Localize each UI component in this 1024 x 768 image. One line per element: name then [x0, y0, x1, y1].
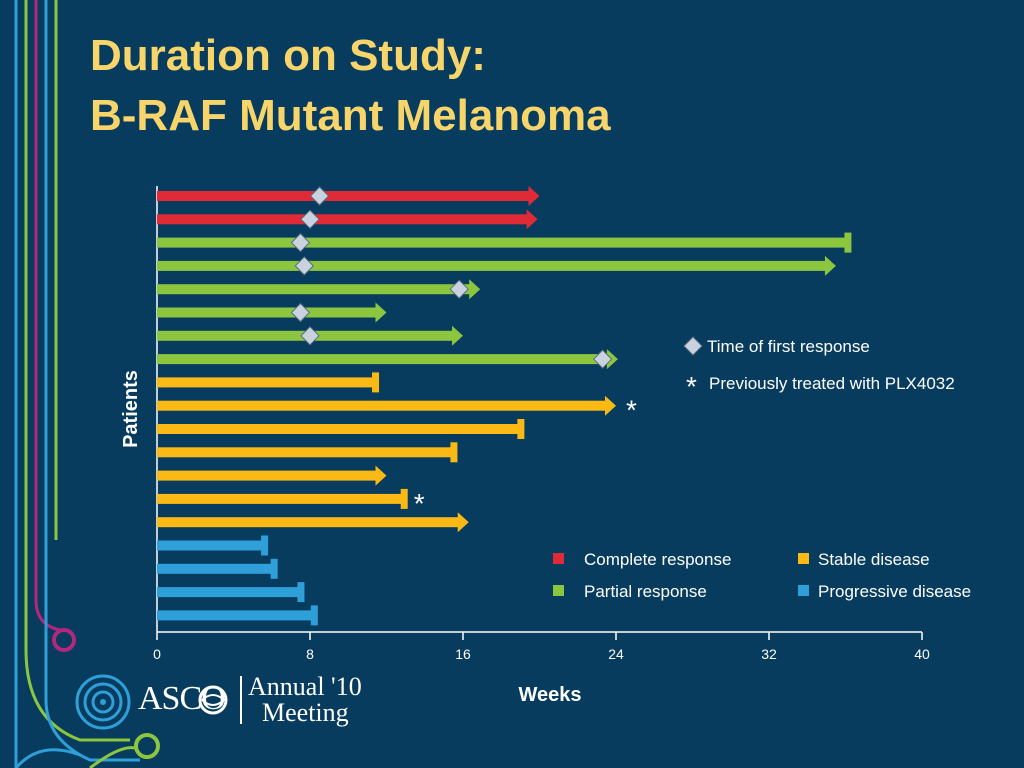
patient-bar [157, 424, 521, 434]
annual-meeting-line1: Annual '10 [248, 672, 362, 701]
first-response-marker [290, 232, 311, 253]
patient-bar [157, 214, 528, 225]
patient-bar [157, 191, 530, 201]
annual-meeting-line2: Meeting [262, 698, 349, 727]
patient-bar [157, 284, 471, 295]
x-tick-label: 8 [306, 646, 314, 662]
patient-bar [157, 377, 376, 388]
patient-bar [157, 260, 826, 271]
prior-plx-asterisk: * [414, 488, 425, 519]
asco-globe-icon [198, 685, 228, 715]
first-response-marker [449, 279, 469, 299]
ongoing-arrow [528, 186, 540, 206]
bar-end-cap [844, 232, 852, 253]
patient-bar [157, 400, 606, 411]
prior-plx-key-asterisk: * [686, 371, 697, 402]
first-response-marker [294, 256, 314, 276]
x-tick-label: 24 [608, 646, 624, 662]
ongoing-arrow [606, 349, 618, 370]
logo-separator [240, 676, 242, 724]
x-tick-label: 0 [153, 646, 161, 662]
first-response-marker [309, 186, 330, 206]
ongoing-arrow [469, 279, 481, 300]
bar-end-cap [450, 442, 458, 463]
legend-swatch [553, 585, 564, 596]
patient-bar [157, 470, 377, 481]
legend-label: Progressive disease [818, 582, 971, 601]
patient-bar [157, 307, 377, 318]
bar-end-cap [400, 488, 408, 509]
ongoing-arrow [457, 512, 469, 533]
legend-swatch [553, 553, 564, 564]
bar-end-cap [310, 605, 318, 626]
x-tick-label: 16 [455, 646, 471, 662]
bar-end-cap [372, 372, 380, 393]
x-axis-label: Weeks [518, 684, 581, 706]
slide-title-line1: Duration on Study: [90, 31, 486, 80]
patient-bar [157, 493, 404, 504]
patient-bar [157, 354, 608, 365]
asco-logo-text: ASCO [138, 680, 226, 717]
bar-end-cap [297, 582, 305, 603]
patient-bar [157, 237, 848, 248]
legend-label: Partial response [584, 582, 707, 601]
bar-end-cap [517, 419, 525, 439]
ongoing-arrow [824, 255, 836, 276]
patient-bar [157, 447, 454, 458]
legend-label: Stable disease [818, 550, 930, 569]
green-ring-icon [134, 733, 160, 759]
prior-plx-asterisk: * [626, 395, 637, 426]
x-tick-label: 32 [761, 646, 777, 662]
ongoing-arrow [526, 209, 538, 230]
patient-bar [157, 563, 274, 574]
prior-plx-key-label: Previously treated with PLX4032 [709, 374, 955, 393]
ongoing-arrow [452, 325, 463, 346]
first-response-marker [592, 349, 613, 369]
first-response-marker [300, 209, 320, 230]
first-response-marker [300, 326, 320, 346]
patient-bar [157, 610, 314, 621]
patient-bar [157, 587, 301, 598]
magenta-ring-icon [52, 628, 76, 652]
bar-end-cap [261, 535, 269, 556]
x-tick-label: 40 [914, 646, 930, 662]
patient-bar [157, 540, 265, 551]
first-response-key-marker [683, 336, 703, 356]
slide-title-line2: B-RAF Mutant Melanoma [90, 91, 611, 140]
legend-label: Complete response [584, 550, 731, 569]
ongoing-arrow [605, 395, 616, 416]
ongoing-arrow [375, 302, 387, 323]
ongoing-arrow [375, 465, 387, 486]
legend-swatch [798, 585, 809, 596]
first-response-key-label: Time of first response [707, 337, 870, 356]
target-outer-icon [75, 674, 131, 730]
first-response-marker [290, 302, 311, 323]
bar-end-cap [270, 558, 278, 579]
y-axis-label: Patients [120, 370, 142, 448]
patient-bar [157, 517, 459, 528]
legend-swatch [798, 553, 809, 564]
